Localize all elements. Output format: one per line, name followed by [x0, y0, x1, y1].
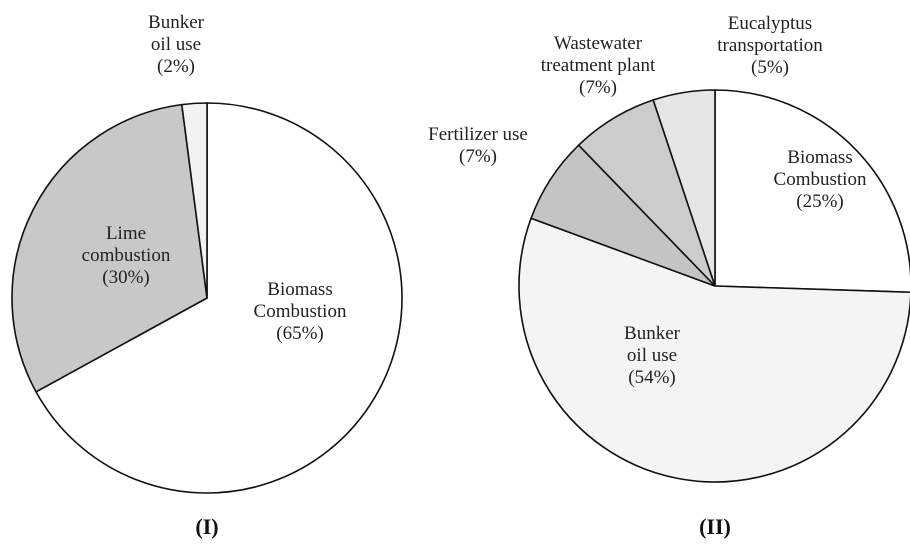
slice-label: Biomass Combustion (65%): [240, 279, 360, 345]
pie-slice: [518, 217, 910, 483]
slice-value: (65%): [276, 323, 324, 344]
slice-value: (54%): [628, 367, 676, 388]
slice-name: Bunker oil use: [148, 12, 204, 55]
chart-title: (I): [195, 514, 219, 539]
slice-name: Eucalyptus transportation: [717, 13, 823, 56]
slice-name: Lime combustion: [81, 223, 171, 266]
chart-title: (II): [699, 514, 731, 539]
slice-label: Lime combustion (30%): [71, 223, 181, 289]
slice-name: Wastewater treatment plant: [540, 33, 656, 76]
slice-name: Biomass Combustion: [253, 279, 347, 322]
slice-label: Bunker oil use (2%): [145, 12, 207, 78]
pie-slice: [34, 102, 403, 494]
pie-slice: [11, 103, 208, 393]
slice-value: (30%): [102, 267, 150, 288]
slice-label: Bunker oil use (54%): [621, 323, 683, 389]
pie-slice: [714, 89, 910, 294]
pie-slice: [652, 89, 716, 287]
slice-value: (7%): [459, 146, 497, 167]
slice-value: (25%): [796, 191, 844, 212]
slice-label: Fertilizer use (7%): [398, 124, 558, 168]
slice-name: Bunker oil use: [624, 323, 680, 366]
slice-name: Biomass Combustion: [773, 147, 867, 190]
slice-value: (5%): [751, 57, 789, 78]
slice-label: Eucalyptus transportation (5%): [710, 13, 830, 79]
slice-label: Biomass Combustion (25%): [760, 147, 880, 213]
slice-value: (7%): [579, 77, 617, 98]
slice-label: Wastewater treatment plant (7%): [518, 33, 678, 99]
slice-value: (2%): [157, 56, 195, 77]
slice-name: Fertilizer use: [428, 124, 528, 145]
pie-slice: [180, 102, 208, 299]
